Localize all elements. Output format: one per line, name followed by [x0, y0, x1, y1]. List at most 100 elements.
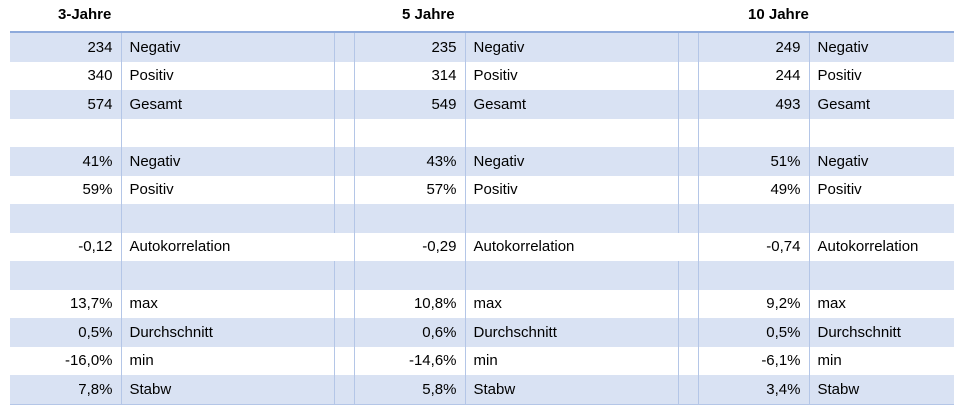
value-cell: 0,5% [697, 318, 809, 347]
label-cell: Durchschnitt [808, 318, 954, 347]
spacer-cell [677, 175, 698, 204]
value-cell: -0,12 [78, 238, 113, 256]
label-cell: Negativ [120, 147, 334, 176]
spacer-cell [677, 90, 698, 119]
label-cell: min [464, 346, 678, 375]
table-row: 340 Positiv 314 Positiv 244 Positiv [10, 61, 954, 90]
spacer-cell [333, 147, 354, 176]
spacer-cell [677, 147, 698, 176]
value-cell: 9,2% [697, 289, 809, 318]
spacer-cell [333, 346, 354, 375]
spacer-cell [334, 233, 354, 262]
value-cell: 43% [353, 147, 465, 176]
value-cell [10, 204, 121, 233]
spacer-cell [678, 233, 698, 262]
label-cell: Positiv [808, 61, 954, 90]
value-cell: 59% [82, 181, 113, 199]
spacer-cell [677, 32, 698, 62]
value-cell [353, 204, 465, 233]
value-cell: -16,0% [64, 352, 113, 370]
label-cell: max [464, 289, 678, 318]
spacer-cell [333, 375, 354, 405]
value-cell [697, 118, 809, 147]
label-cell: Positiv [120, 175, 334, 204]
label-cell: Positiv [120, 61, 334, 90]
value-cell: 13,7% [69, 295, 113, 313]
label-cell: Autokorrelation [120, 232, 334, 261]
label-cell: Stabw [120, 375, 334, 405]
label-cell: Positiv [808, 175, 954, 204]
spacer-cell [677, 318, 698, 347]
label-cell: Gesamt [120, 90, 334, 119]
label-cell: min [120, 346, 334, 375]
label-cell: max [808, 289, 954, 318]
label-cell [808, 118, 954, 147]
spacer-cell [677, 289, 698, 318]
value-cell: 234 [10, 32, 121, 62]
label-cell: Negativ [120, 32, 334, 62]
label-cell: min [808, 346, 954, 375]
spacer-cell [677, 61, 698, 90]
value-cell: 41% [10, 147, 121, 176]
label-cell: Autokorrelation [464, 232, 678, 261]
header-10-jahre: 10 Jahre [748, 6, 809, 23]
value-cell: 549 [353, 90, 465, 119]
value-cell: 10,8% [353, 289, 465, 318]
value-cell: 0,5% [10, 318, 121, 347]
table-row [10, 204, 954, 233]
label-cell [808, 204, 954, 233]
table-row [10, 118, 954, 148]
label-cell: Negativ [464, 147, 678, 176]
label-cell [120, 261, 334, 290]
spacer-cell [333, 318, 354, 347]
label-cell: Negativ [808, 147, 954, 176]
header-5-jahre: 5 Jahre [402, 6, 455, 23]
header-3-jahre: 3-Jahre [58, 6, 112, 23]
label-cell: Positiv [464, 175, 678, 204]
label-cell: max [120, 289, 334, 318]
label-cell: Gesamt [808, 90, 954, 119]
value-cell: 340 [87, 67, 113, 85]
spacer-cell [677, 204, 698, 233]
spacer-cell [333, 90, 354, 119]
label-cell: Gesamt [464, 90, 678, 119]
statistics-table: 234 Negativ 235 Negativ 249 Negativ 340 Positiv… [10, 31, 954, 405]
spacer-cell [333, 175, 354, 204]
value-cell [697, 204, 809, 233]
table-row: 41% Negativ 43% Negativ 51% Negativ [10, 147, 954, 176]
spacer-cell [333, 261, 354, 290]
value-cell [353, 118, 465, 147]
value-cell: 314 [353, 61, 465, 90]
table-row: 13,7% max 10,8% max 9,2% max [10, 289, 954, 318]
value-cell [697, 261, 809, 290]
label-cell: Durchschnitt [464, 318, 678, 347]
label-cell [808, 261, 954, 290]
value-cell: 0,6% [353, 318, 465, 347]
label-cell: Stabw [464, 375, 678, 405]
value-cell [10, 119, 121, 148]
value-cell: -0,74 [697, 232, 809, 261]
label-cell: Negativ [808, 32, 954, 62]
spacer-cell [677, 118, 698, 147]
label-cell: Negativ [464, 32, 678, 62]
table-row: 574 Gesamt 549 Gesamt 493 Gesamt [10, 90, 954, 119]
value-cell: 51% [697, 147, 809, 176]
label-cell [120, 204, 334, 233]
table-row: 59% Positiv 57% Positiv 49% Positiv [10, 175, 954, 204]
label-cell: Positiv [464, 61, 678, 90]
spacer-cell [677, 261, 698, 290]
label-cell: Durchschnitt [120, 318, 334, 347]
table-row: 7,8% Stabw 5,8% Stabw 3,4% Stabw [10, 375, 954, 405]
spacer-cell [333, 61, 354, 90]
label-cell: Stabw [808, 375, 954, 405]
value-cell: 5,8% [353, 375, 465, 405]
table-row: 0,5% Durchschnitt 0,6% Durchschnitt 0,5% Durc… [10, 318, 954, 347]
value-cell: 7,8% [10, 375, 121, 405]
value-cell: 235 [353, 32, 465, 62]
spacer-cell [677, 375, 698, 405]
spacer-cell [677, 346, 698, 375]
label-cell [120, 118, 334, 147]
value-cell: 3,4% [697, 375, 809, 405]
value-cell: 244 [697, 61, 809, 90]
spacer-cell [333, 204, 354, 233]
